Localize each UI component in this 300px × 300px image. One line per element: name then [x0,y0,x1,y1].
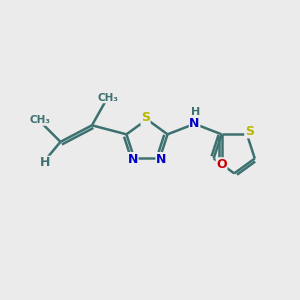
Text: N: N [189,117,200,130]
Text: O: O [216,158,227,171]
Text: H: H [40,156,51,169]
Text: N: N [156,153,166,166]
Text: S: S [245,125,254,138]
Text: H: H [191,107,201,117]
Text: CH₃: CH₃ [98,93,118,103]
Text: S: S [141,111,150,124]
Text: CH₃: CH₃ [30,115,51,125]
Text: N: N [128,153,138,166]
